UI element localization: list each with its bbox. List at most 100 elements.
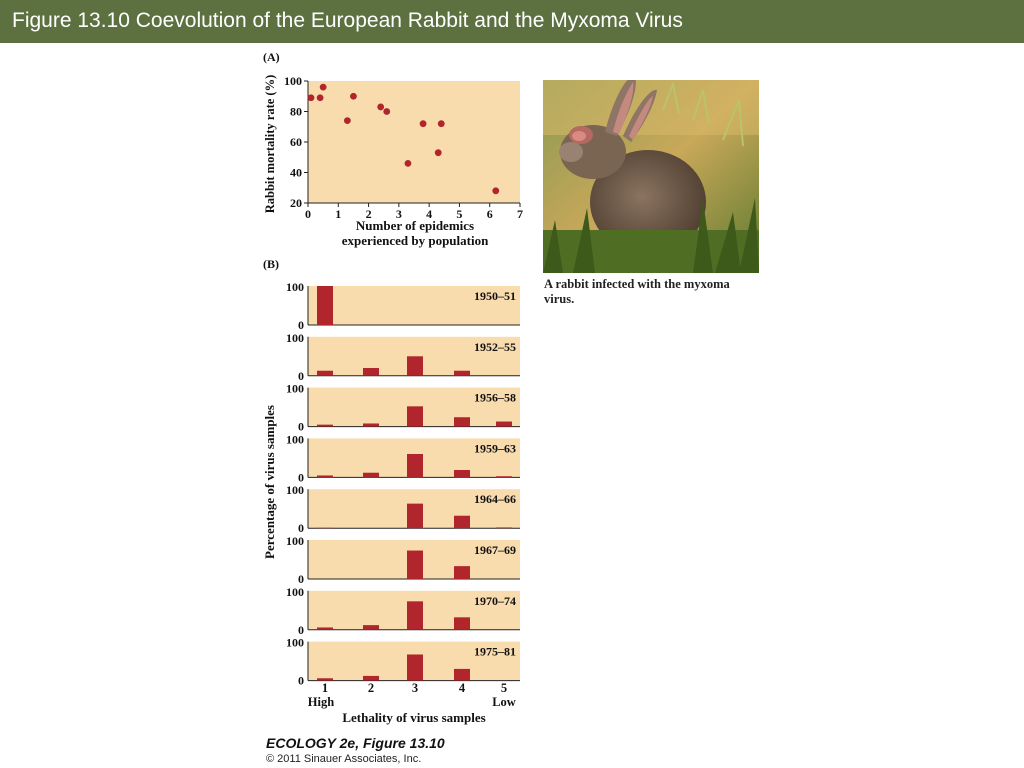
scatter-point bbox=[307, 94, 315, 102]
panel-a-x-tick-label: 3 bbox=[396, 207, 402, 221]
panel-b-y-axis-label: Percentage of virus samples bbox=[262, 405, 277, 559]
panel-a-x-axis-label: experienced by population bbox=[342, 233, 489, 248]
scatter-point bbox=[419, 120, 427, 128]
bar bbox=[363, 675, 379, 681]
panel-a-y-tick-label: 20 bbox=[290, 196, 302, 210]
bar bbox=[496, 527, 512, 529]
slide-title: Figure 13.10 Coevolution of the European… bbox=[12, 9, 683, 32]
bar bbox=[407, 654, 423, 681]
panel-a-y-tick-label: 40 bbox=[290, 166, 302, 180]
panel-a-x-tick-label: 2 bbox=[366, 207, 372, 221]
bar bbox=[454, 617, 470, 630]
figure-credit: ECOLOGY 2e, Figure 13.10 bbox=[266, 735, 445, 751]
panel-b-y-tick-label: 100 bbox=[286, 331, 304, 345]
bar bbox=[317, 678, 333, 681]
panel-b-series-label: 1964–66 bbox=[474, 492, 516, 506]
title-bar: Figure 13.10 Coevolution of the European… bbox=[0, 0, 1024, 43]
bar bbox=[407, 503, 423, 529]
panel-b-y-tick-label: 100 bbox=[286, 382, 304, 396]
panel-b-label: (B) bbox=[263, 257, 279, 271]
copyright-notice: © 2011 Sinauer Associates, Inc. bbox=[266, 753, 422, 765]
bar bbox=[496, 476, 512, 478]
panel-b-y-tick-label: 100 bbox=[286, 585, 304, 599]
scatter-point bbox=[319, 83, 327, 91]
scatter-point bbox=[437, 120, 445, 128]
panel-b-series-label: 1970–74 bbox=[474, 594, 516, 608]
panel-b-x-tick-note: High bbox=[308, 695, 334, 709]
bar bbox=[407, 454, 423, 478]
bar bbox=[363, 368, 379, 376]
bar bbox=[363, 472, 379, 478]
panel-b-y-tick-label: 100 bbox=[286, 483, 304, 497]
bar bbox=[454, 370, 470, 376]
panel-b-series-label: 1950–51 bbox=[474, 289, 516, 303]
bar bbox=[407, 406, 423, 427]
panel-b-x-tick-label: 1 bbox=[322, 681, 328, 695]
panel-a-x-tick-label: 5 bbox=[456, 207, 462, 221]
panel-b-x-tick-label: 4 bbox=[459, 681, 466, 695]
panel-a-y-axis-label: Rabbit mortality rate (%) bbox=[263, 75, 277, 214]
rabbit-photo bbox=[543, 80, 759, 273]
panel-b-y-tick-label: 0 bbox=[298, 623, 304, 637]
bar bbox=[496, 421, 512, 427]
panel-b-y-tick-label: 0 bbox=[298, 674, 304, 688]
photo-caption: A rabbit infected with the myxoma virus. bbox=[544, 277, 730, 306]
scatter-point bbox=[316, 94, 324, 102]
panel-a-y-tick-label: 60 bbox=[290, 135, 302, 149]
panel-b-y-tick-label: 100 bbox=[286, 636, 304, 650]
bar bbox=[407, 356, 423, 376]
panel-a-plot-area bbox=[308, 81, 520, 203]
bar bbox=[407, 550, 423, 579]
panel-a-x-tick-label: 1 bbox=[335, 207, 341, 221]
panel-a-x-tick-label: 0 bbox=[305, 207, 311, 221]
panel-a-x-tick-label: 7 bbox=[517, 207, 523, 221]
panel-b-series-label: 1959–63 bbox=[474, 441, 516, 455]
scatter-point bbox=[404, 159, 412, 167]
panel-b-x-tick-label: 5 bbox=[501, 681, 507, 695]
scatter-point bbox=[377, 103, 385, 111]
panel-b-y-tick-label: 100 bbox=[286, 534, 304, 548]
panel-a-x-axis-label: Number of epidemics bbox=[356, 218, 474, 233]
panel-b-subplot-bg bbox=[308, 286, 520, 325]
bar bbox=[317, 424, 333, 427]
bar bbox=[317, 286, 333, 325]
panel-b-series-label: 1967–69 bbox=[474, 543, 516, 557]
bar bbox=[454, 566, 470, 579]
bar bbox=[317, 370, 333, 376]
panel-b-x-tick-label: 2 bbox=[368, 681, 374, 695]
panel-a-y-tick-label: 100 bbox=[284, 74, 302, 88]
panel-a-label: (A) bbox=[263, 50, 280, 64]
panel-b-y-tick-label: 0 bbox=[298, 318, 304, 332]
panel-b-y-tick-label: 0 bbox=[298, 521, 304, 535]
panel-a-x-tick-label: 6 bbox=[487, 207, 493, 221]
bar bbox=[363, 625, 379, 630]
panel-b-y-tick-label: 0 bbox=[298, 572, 304, 586]
scatter-point bbox=[434, 149, 442, 157]
bar bbox=[407, 601, 423, 630]
scatter-point bbox=[492, 187, 500, 195]
panel-b-y-tick-label: 0 bbox=[298, 420, 304, 434]
bar bbox=[317, 627, 333, 630]
bar bbox=[454, 469, 470, 478]
panel-b-y-tick-label: 0 bbox=[298, 369, 304, 383]
panel-b-x-tick-label: 3 bbox=[412, 681, 418, 695]
panel-a-y-tick-label: 80 bbox=[290, 105, 302, 119]
panel-a-x-tick-label: 4 bbox=[426, 207, 432, 221]
scatter-point bbox=[383, 108, 391, 115]
panel-b-series-label: 1956–58 bbox=[474, 391, 516, 405]
panel-b-x-axis-label: Lethality of virus samples bbox=[342, 710, 485, 725]
bar bbox=[454, 668, 470, 681]
bar bbox=[454, 515, 470, 529]
panel-b-series-label: 1952–55 bbox=[474, 340, 516, 354]
scatter-point bbox=[343, 117, 351, 125]
bar bbox=[454, 417, 470, 427]
bar bbox=[363, 423, 379, 427]
panel-b-x-tick-note: Low bbox=[492, 695, 516, 709]
panel-b-series-label: 1975–81 bbox=[474, 645, 516, 659]
bar bbox=[317, 475, 333, 478]
panel-b-y-tick-label: 0 bbox=[298, 470, 304, 484]
scatter-point bbox=[350, 92, 357, 100]
panel-b-y-tick-label: 100 bbox=[286, 432, 304, 446]
panel-b-y-tick-label: 100 bbox=[286, 280, 304, 294]
